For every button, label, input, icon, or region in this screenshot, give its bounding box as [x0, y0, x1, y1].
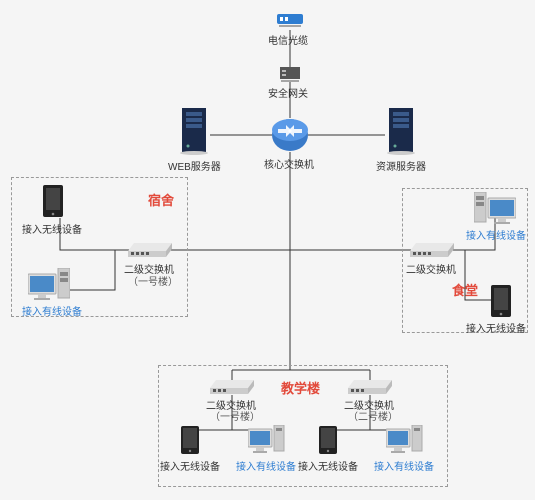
dorm-phone-icon	[42, 184, 64, 221]
telecom-fiber-icon	[277, 12, 303, 31]
dorm-pc-icon	[28, 268, 70, 305]
core-switch-label: 核心交换机	[264, 156, 314, 171]
canteen-phone-icon	[490, 284, 512, 321]
resource-server-label: 资源服务器	[376, 158, 426, 173]
teach-switch2-sub: （二号楼）	[348, 408, 398, 423]
teach-switch1-sub: （一号楼）	[210, 408, 260, 423]
resource-server-icon	[385, 108, 417, 159]
network-diagram: 电信光缆 安全网关 WEB服务器 核心交换机 资源服务器 宿舍 接入无线设备	[0, 0, 535, 500]
telecom-fiber-label: 电信光缆	[268, 32, 308, 47]
dorm-switch-icon	[128, 241, 172, 262]
dorm-switch-sub: （一号楼）	[128, 273, 178, 288]
teach2-phone-icon	[318, 425, 338, 458]
teach2-wireless-label: 接入无线设备	[298, 458, 358, 473]
canteen-pc-icon	[474, 192, 516, 229]
security-gateway-label: 安全网关	[268, 85, 308, 100]
teach2-pc-icon	[386, 425, 424, 458]
teach-switch1-icon	[210, 378, 254, 399]
canteen-switch-label: 二级交换机	[406, 261, 456, 276]
web-server-icon	[178, 108, 210, 159]
teach1-phone-icon	[180, 425, 200, 458]
teach1-wireless-label: 接入无线设备	[160, 458, 220, 473]
core-switch-icon	[270, 115, 310, 158]
canteen-wired-label: 接入有线设备	[466, 227, 526, 242]
teach1-wired-label: 接入有线设备	[236, 458, 296, 473]
teach1-pc-icon	[248, 425, 286, 458]
dorm-wireless-label: 接入无线设备	[22, 221, 82, 236]
teach-switch2-icon	[348, 378, 392, 399]
security-gateway-icon	[280, 67, 300, 86]
canteen-wireless-label: 接入无线设备	[466, 320, 526, 335]
zone-canteen-title: 食堂	[452, 280, 478, 299]
zone-dorm-title: 宿舍	[148, 190, 174, 209]
dorm-wired-label: 接入有线设备	[22, 303, 82, 318]
web-server-label: WEB服务器	[168, 158, 221, 173]
canteen-switch-icon	[410, 241, 454, 262]
teach2-wired-label: 接入有线设备	[374, 458, 434, 473]
zone-teaching-title: 教学楼	[281, 378, 320, 397]
